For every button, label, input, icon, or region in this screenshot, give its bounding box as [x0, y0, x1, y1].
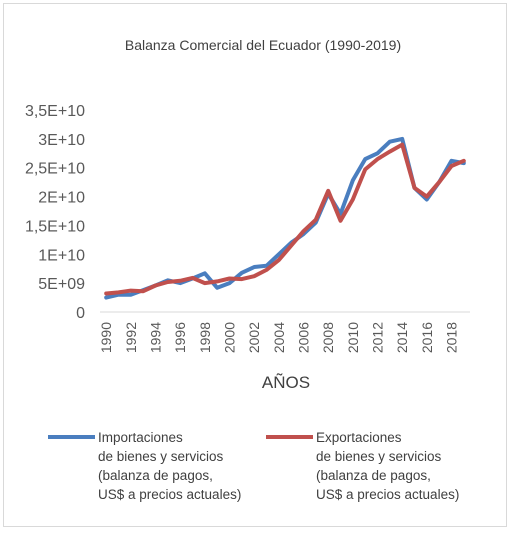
chart-title: Balanza Comercial del Ecuador (1990-2019…	[125, 37, 401, 53]
x-tick-label: 1998	[197, 322, 213, 353]
x-tick-label: 2016	[419, 322, 435, 353]
x-tick-label: 2000	[222, 322, 238, 353]
x-tick-label: 1990	[98, 322, 114, 353]
legend-label: US$ a precios actuales)	[98, 487, 241, 502]
x-axis-tick-labels: 1990 1992 1994 1996 1998 2000 2002 2004 2006 2008…	[98, 322, 459, 353]
legend-label: de bienes y servicios	[98, 449, 224, 464]
legend-label: (balanza de pagos,	[316, 468, 431, 483]
series-lines	[104, 136, 466, 300]
x-tick-label: 2002	[246, 322, 262, 353]
y-tick-label: 2E+10	[38, 190, 85, 207]
legend: Importaciones de bienes y servicios (balan…	[48, 430, 459, 502]
x-tick-label: 2010	[345, 322, 361, 353]
legend-label: Exportaciones	[316, 430, 402, 445]
y-tick-label: 3,5E+10	[25, 103, 85, 120]
series-line-importaciones	[104, 136, 466, 300]
y-tick-label: 5E+09	[38, 276, 85, 293]
y-tick-label: 1E+10	[38, 247, 85, 264]
x-tick-label: 2008	[320, 322, 336, 353]
x-tick-label: 1994	[148, 322, 164, 353]
y-tick-label: 3E+10	[38, 132, 85, 149]
legend-label: (balanza de pagos,	[98, 468, 213, 483]
y-axis-tick-labels: 0 5E+09 1E+10 1,5E+10 2E+10 2,5E+10 3E+10 3,5E+…	[25, 103, 85, 322]
x-tick-label: 2006	[296, 322, 312, 353]
x-tick-label: 1996	[172, 322, 188, 353]
y-tick-label: 1,5E+10	[25, 218, 85, 235]
x-axis-label: AÑOS	[262, 373, 310, 392]
series-line-exportaciones	[104, 142, 466, 296]
y-tick-label: 0	[76, 305, 85, 322]
y-tick-label: 2,5E+10	[25, 161, 85, 178]
x-tick-label: 2012	[370, 322, 386, 353]
x-tick-label: 2004	[271, 322, 287, 353]
legend-label: US$ a precios actuales)	[316, 487, 459, 502]
x-tick-label: 2018	[444, 322, 460, 353]
x-tick-label: 1992	[123, 322, 139, 353]
legend-label: de bienes y servicios	[316, 449, 442, 464]
legend-label: Importaciones	[98, 430, 183, 445]
x-tick-label: 2014	[394, 322, 410, 353]
